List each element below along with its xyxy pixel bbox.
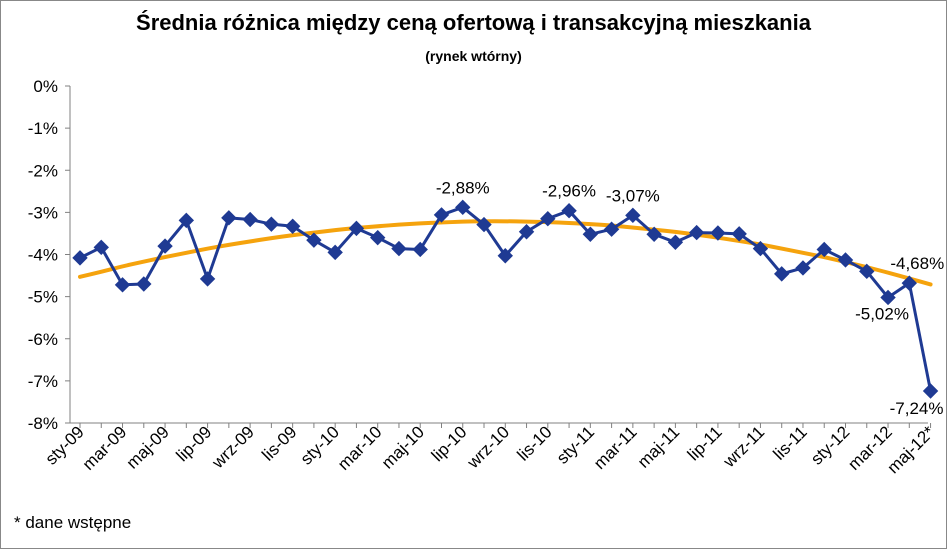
data-label: -4,68% bbox=[890, 254, 944, 273]
x-tick-label: mar-11 bbox=[590, 422, 641, 473]
data-point-marker bbox=[391, 240, 407, 257]
x-tick-label: maj-09 bbox=[123, 422, 173, 472]
trendline bbox=[78, 219, 933, 287]
data-point-marker bbox=[710, 225, 726, 241]
data-point-marker bbox=[625, 207, 641, 224]
data-point-marker bbox=[178, 212, 195, 229]
data-point-marker bbox=[667, 234, 684, 250]
y-tick-label: -7% bbox=[28, 372, 58, 391]
data-point-marker bbox=[369, 229, 386, 246]
x-tick-label: mar-09 bbox=[79, 422, 131, 474]
data-point-marker bbox=[476, 216, 492, 233]
footnote: * dane wstępne bbox=[14, 513, 132, 532]
data-point-marker bbox=[284, 218, 301, 234]
x-tick-label: lis-10 bbox=[513, 422, 555, 464]
data-point-marker bbox=[327, 244, 343, 261]
data-point-marker bbox=[582, 226, 599, 242]
y-tick-label: -6% bbox=[28, 330, 58, 349]
chart-subtitle: (rynek wtórny) bbox=[425, 48, 522, 64]
data-point-marker bbox=[603, 221, 620, 237]
data-point-marker bbox=[72, 250, 88, 266]
x-tick-label: wrz-09 bbox=[208, 422, 258, 472]
data-point-marker bbox=[646, 226, 662, 242]
data-point-marker bbox=[221, 210, 237, 226]
x-tick-label: maj-11 bbox=[634, 422, 683, 471]
data-point-marker bbox=[136, 276, 152, 292]
y-tick-label: -2% bbox=[28, 161, 58, 180]
data-point-marker bbox=[306, 232, 322, 248]
data-label: -5,02% bbox=[855, 304, 909, 323]
data-point-marker bbox=[901, 275, 918, 291]
data-point-marker bbox=[93, 239, 109, 256]
data-point-marker bbox=[774, 266, 790, 282]
data-label: -3,07% bbox=[606, 186, 660, 205]
data-point-marker bbox=[114, 277, 131, 293]
data-point-marker bbox=[859, 263, 875, 280]
y-tick-label: -5% bbox=[28, 288, 58, 307]
data-label: -2,96% bbox=[542, 182, 596, 201]
y-tick-label: -8% bbox=[28, 414, 58, 433]
data-point-marker bbox=[731, 226, 747, 242]
data-point-marker bbox=[688, 224, 705, 241]
x-tick-label: lis-09 bbox=[258, 422, 300, 464]
data-point-marker bbox=[922, 383, 939, 399]
series-line bbox=[79, 205, 933, 392]
x-tick-label: wrz-10 bbox=[463, 422, 513, 472]
data-point-marker bbox=[157, 238, 173, 254]
data-point-marker bbox=[348, 220, 365, 237]
data-point-marker bbox=[752, 240, 769, 257]
data-point-marker bbox=[263, 216, 280, 232]
data-point-marker bbox=[837, 252, 854, 268]
y-tick-label: 0% bbox=[33, 77, 58, 96]
x-tick-label: maj-12* bbox=[884, 422, 939, 477]
data-point-marker bbox=[561, 202, 577, 219]
data-point-marker bbox=[880, 289, 896, 306]
x-tick-label: wrz-11 bbox=[719, 422, 768, 471]
data-point-marker bbox=[242, 211, 258, 228]
y-tick-label: -1% bbox=[28, 119, 58, 138]
data-point-marker bbox=[412, 241, 428, 258]
data-label: -7,24% bbox=[890, 399, 944, 418]
data-point-marker bbox=[540, 210, 556, 227]
x-tick-label: maj-10 bbox=[378, 422, 428, 472]
data-point-marker bbox=[795, 260, 811, 276]
data-label: -2,88% bbox=[436, 178, 490, 197]
data-point-marker bbox=[497, 248, 513, 264]
data-point-marker bbox=[199, 271, 216, 287]
y-tick-label: -3% bbox=[28, 203, 58, 222]
data-point-marker bbox=[816, 241, 832, 258]
data-point-marker bbox=[433, 207, 450, 223]
y-tick-label: -4% bbox=[28, 246, 58, 265]
x-tick-label: mar-10 bbox=[334, 422, 386, 474]
data-point-marker bbox=[518, 224, 535, 240]
data-point-marker bbox=[455, 199, 471, 216]
x-tick-label: lis-11 bbox=[770, 422, 811, 463]
chart-title: Średnia różnica między ceną ofertową i t… bbox=[136, 10, 811, 35]
